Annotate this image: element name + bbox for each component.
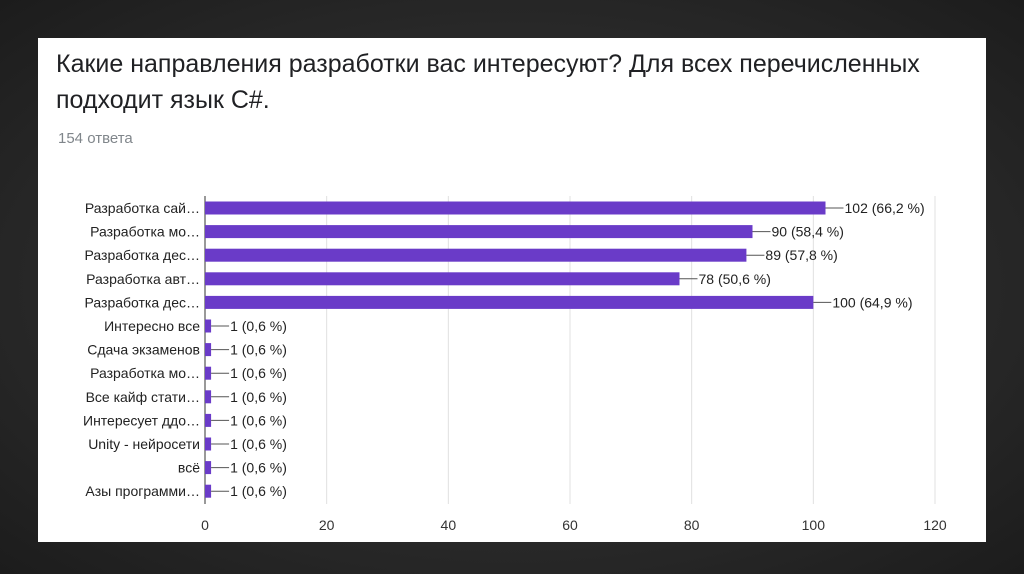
bar [205,319,212,333]
category-label: Разработка мо… [90,365,200,381]
data-label: 1 (0,6 %) [230,436,287,452]
data-label: 1 (0,6 %) [230,365,287,381]
slide: Какие направления разработки вас интерес… [38,38,986,542]
bar-chart: 0 20 40 60 80 100 120 Разработка сай… 102 (66,2 … [83,196,947,533]
bar [205,390,212,404]
category-label: Разработка авт… [86,271,200,287]
data-label: 1 (0,6 %) [230,318,287,334]
question-title: Какие направления разработки вас интерес… [56,50,920,114]
bar [205,437,212,451]
bar [205,295,814,309]
category-label: Разработка дес… [85,294,200,310]
data-label: 1 (0,6 %) [230,460,287,476]
bar [205,484,212,498]
category-label: Интересует ддо… [83,412,200,428]
category-label: Интересно все [104,318,200,334]
x-tick-label: 80 [684,517,700,533]
category-label: Азы программи… [85,483,200,499]
data-label: 1 (0,6 %) [230,483,287,499]
category-label: Сдача экзаменов [87,342,200,358]
bar [205,413,212,427]
category-label: всё [178,460,200,476]
data-label: 1 (0,6 %) [230,389,287,405]
data-label: 89 (57,8 %) [765,247,837,263]
x-tick-label: 120 [923,517,947,533]
category-label: Разработка дес… [85,247,200,263]
bar [205,343,212,357]
bar [205,366,212,380]
data-label: 100 (64,9 %) [832,294,912,310]
data-label: 102 (66,2 %) [845,200,925,216]
category-label: Разработка мо… [90,224,200,240]
data-label: 1 (0,6 %) [230,412,287,428]
x-tick-label: 20 [319,517,335,533]
x-tick-label: 100 [802,517,826,533]
data-label: 90 (58,4 %) [772,224,844,240]
response-count: 154 ответа [58,130,133,147]
data-label: 78 (50,6 %) [699,271,771,287]
category-label: Все кайф стати… [86,389,200,405]
bar [205,272,680,286]
category-label: Разработка сай… [85,200,200,216]
bar [205,225,753,239]
bar [205,461,212,475]
x-tick-label: 40 [441,517,457,533]
category-label: Unity - нейросети [88,436,200,452]
bar [205,201,826,215]
bar [205,248,747,262]
x-tick-label: 60 [562,517,578,533]
x-tick-label: 0 [201,517,209,533]
data-label: 1 (0,6 %) [230,342,287,358]
